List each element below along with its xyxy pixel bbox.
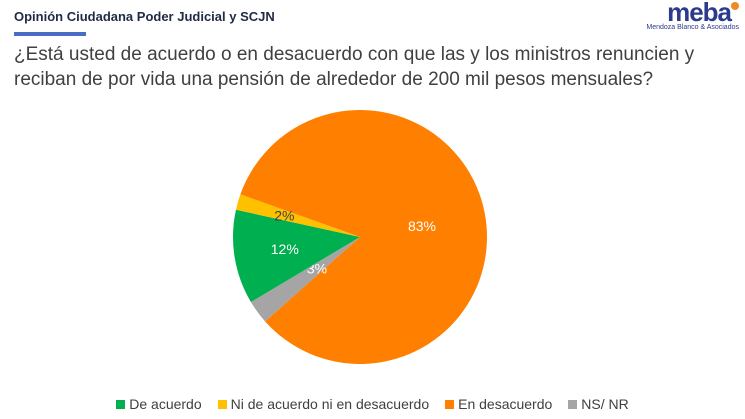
header-title: Opinión Ciudadana Poder Judicial y SCJN <box>14 9 275 24</box>
data-label: 12% <box>271 241 299 257</box>
pie-slice-1 <box>235 194 360 237</box>
logo: meba Mendoza Blanco & Asociados <box>646 0 739 31</box>
legend-swatch <box>116 399 126 409</box>
legend-label: Ni de acuerdo ni en desacuerdo <box>230 396 430 412</box>
legend: De acuerdo Ni de acuerdo ni en desacuerdo… <box>0 396 745 412</box>
chart-title: ¿Está usted de acuerdo o en desacuerdo c… <box>14 44 695 90</box>
pie-slice-2 <box>240 110 487 365</box>
legend-swatch <box>217 399 227 409</box>
legend-item: De acuerdo <box>116 396 202 412</box>
legend-label: En desacuerdo <box>458 396 553 412</box>
pie-slice-3 <box>250 237 360 322</box>
data-label: 2% <box>274 207 294 223</box>
pie-slice-0 <box>233 209 360 303</box>
data-label: 83% <box>408 218 436 234</box>
legend-swatch <box>568 399 578 409</box>
legend-label: NS/ NR <box>581 396 629 412</box>
legend-label: De acuerdo <box>129 396 202 412</box>
header-underline <box>14 32 86 36</box>
legend-item: Ni de acuerdo ni en desacuerdo <box>217 396 430 412</box>
legend-item: En desacuerdo <box>445 396 552 412</box>
legend-item: NS/ NR <box>568 396 629 412</box>
legend-swatch <box>445 399 455 409</box>
